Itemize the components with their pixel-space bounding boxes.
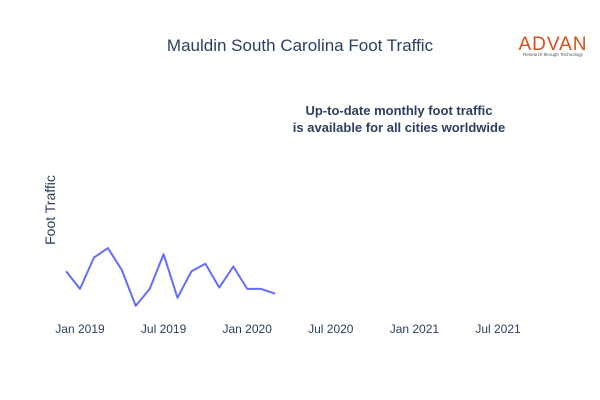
x-tick-label: Jan 2019 [55,322,105,336]
series-line [65,247,276,307]
plot-area [65,247,276,307]
annotation-line-1: Up-to-date monthly foot traffic [305,103,492,118]
annotation-line-2: is available for all cities worldwide [293,120,505,135]
x-axis-ticks: Jan 2019 Jul 2019 Jan 2020 Jul 2020 Jan 2021… [55,322,521,336]
chart-title: Mauldin South Carolina Foot Traffic [167,36,434,55]
x-tick-label: Jan 2020 [223,322,273,336]
x-tick-label: Jul 2020 [308,322,354,336]
y-axis-title: Foot Traffic [42,175,58,245]
x-tick-label: Jul 2021 [475,322,521,336]
x-tick-label: Jan 2021 [390,322,440,336]
logo-wordmark: ADVAN [518,34,587,55]
x-tick-label: Jul 2019 [141,322,187,336]
logo-tagline: Research through Technology [523,52,583,57]
advan-logo: ADVAN Research through Technology [518,34,587,57]
